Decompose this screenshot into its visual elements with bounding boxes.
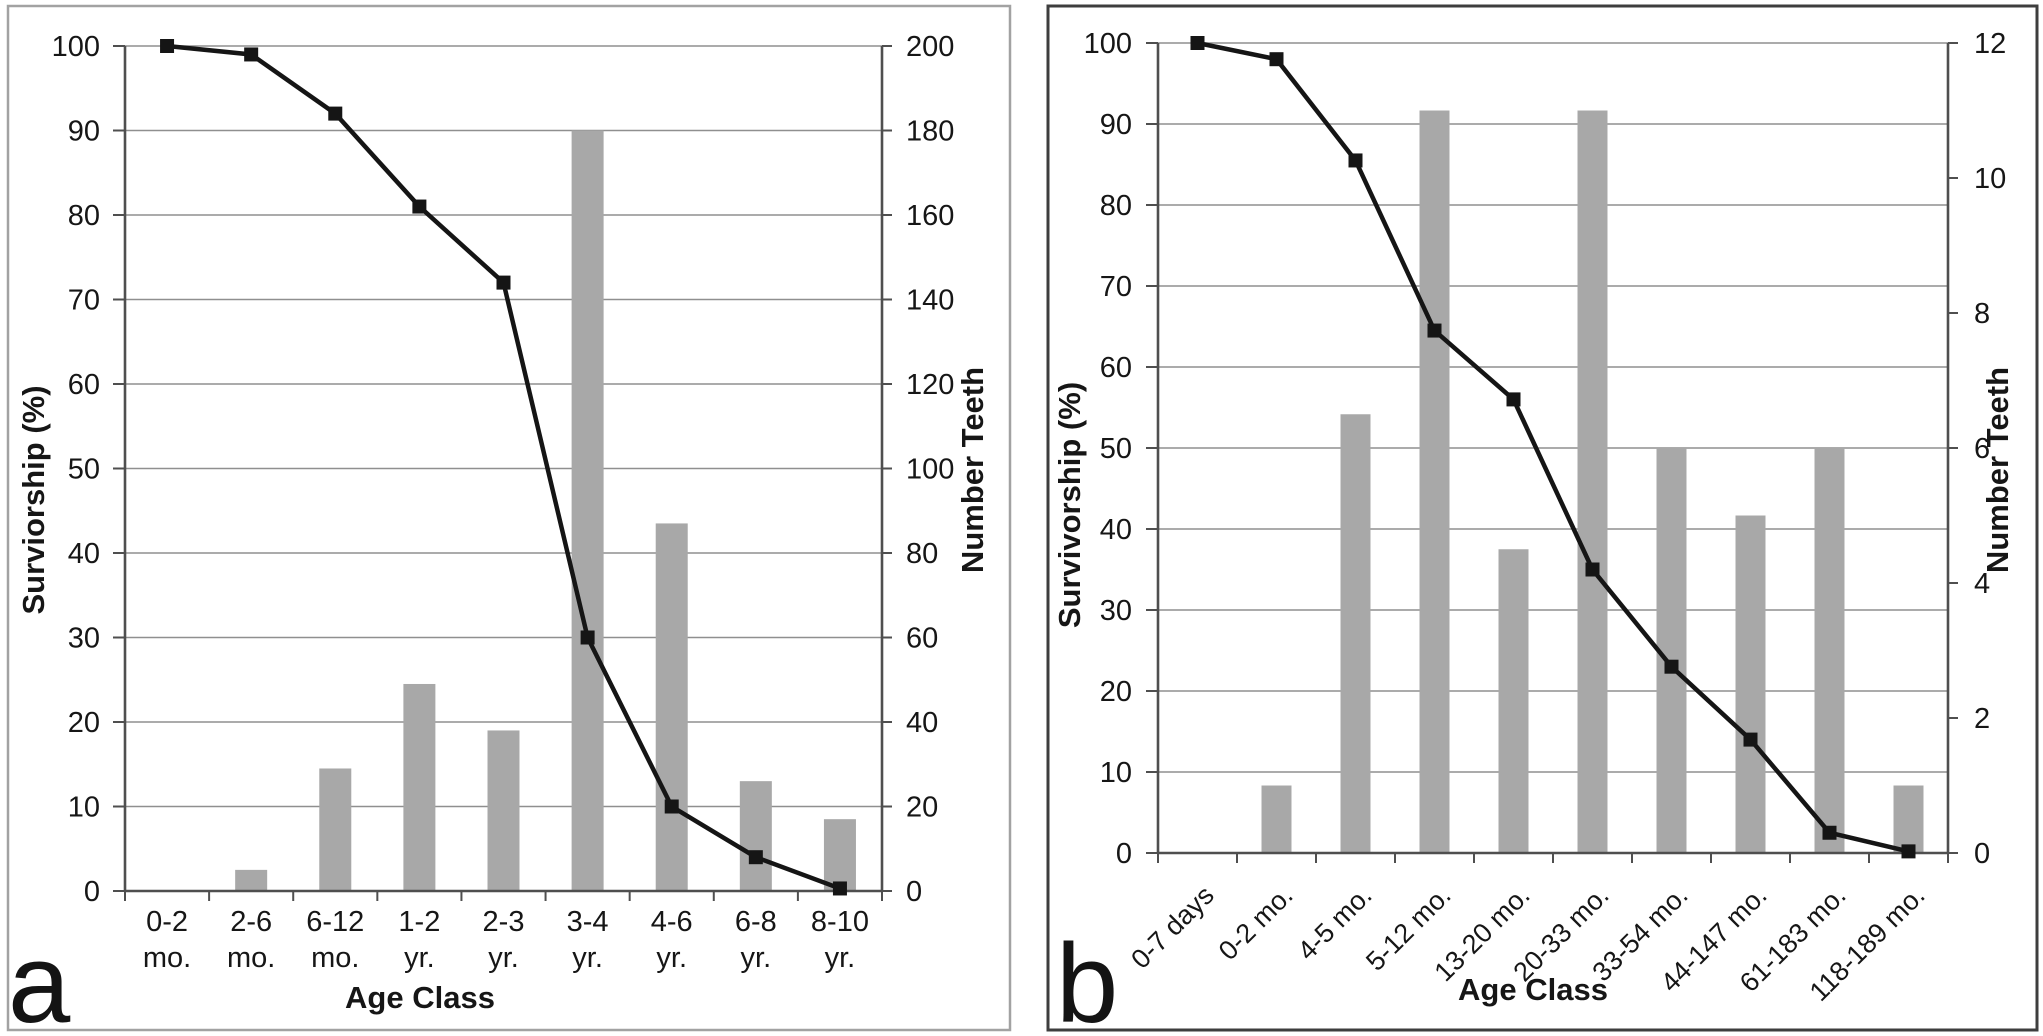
svg-text:1-2yr.: 1-2 yr. <box>398 906 440 974</box>
left-axis-tick-labels: 0 10 20 30 40 50 60 70 80 90 100 <box>1084 28 1132 870</box>
panel-a-border <box>6 4 1012 1032</box>
svg-text:0-2 mo.: 0-2 mo. <box>1213 880 1299 966</box>
svg-text:2: 2 <box>1974 703 1990 735</box>
left-axis-title: Survivorship (%) <box>1052 382 1087 628</box>
svg-text:3-4yr.: 3-4 yr. <box>567 906 609 974</box>
panel-a: 0 10 20 30 40 50 60 70 80 90 100 0 20 40 60 80 100 120 140… <box>6 4 1012 1032</box>
svg-text:120: 120 <box>906 369 954 401</box>
svg-text:2-6mo.: 2-6 mo. <box>227 906 275 974</box>
svg-text:0-7 days: 0-7 days <box>1125 880 1219 974</box>
svg-text:20: 20 <box>1100 676 1132 708</box>
svg-text:160: 160 <box>906 200 954 232</box>
svg-text:90: 90 <box>68 116 100 148</box>
svg-text:12: 12 <box>1974 28 2006 60</box>
right-axis-title: Number Teeth <box>1980 367 2015 573</box>
svg-text:0: 0 <box>1116 838 1132 870</box>
left-axis-tick-labels: 0 10 20 30 40 50 60 70 80 90 100 <box>52 31 100 908</box>
bar-2-3 yr. <box>487 730 520 891</box>
right-axis-tick-labels: 0 20 40 60 80 100 120 140 160 180 200 <box>906 31 954 908</box>
panel-b-letter: b <box>1056 921 1119 1036</box>
bar-20-33 mo. <box>1577 110 1608 853</box>
bar-44-147 mo. <box>1735 515 1766 853</box>
svg-text:140: 140 <box>906 285 954 317</box>
svg-text:100: 100 <box>906 454 954 486</box>
bar-6-12 mo. <box>319 768 352 891</box>
svg-text:60: 60 <box>1100 352 1132 384</box>
axes <box>113 45 892 901</box>
svg-text:0-2mo.: 0-2 mo. <box>143 906 191 974</box>
x-axis-title: Age Class <box>1458 972 1608 1007</box>
svg-text:4-6yr.: 4-6 yr. <box>651 906 693 974</box>
bar-118-189 mo. <box>1893 785 1924 853</box>
svg-text:6: 6 <box>1974 433 1990 465</box>
survivorship-line <box>1197 40 1910 854</box>
svg-text:40: 40 <box>68 538 100 570</box>
left-axis-title: Surviorship (%) <box>16 385 51 614</box>
svg-text:8: 8 <box>1974 298 1990 330</box>
svg-text:60: 60 <box>906 623 938 655</box>
svg-text:50: 50 <box>1100 433 1132 465</box>
bar-6-8 yr. <box>739 781 772 891</box>
right-axis-tick-labels: 0 2 4 6 8 10 12 <box>1974 28 2006 870</box>
svg-text:4: 4 <box>1974 568 1990 600</box>
svg-text:180: 180 <box>906 116 954 148</box>
svg-text:6-8yr.: 6-8 yr. <box>735 906 777 974</box>
bar-5-12 mo. <box>1419 110 1450 853</box>
svg-text:30: 30 <box>1100 595 1132 627</box>
svg-text:70: 70 <box>68 285 100 317</box>
bar-8-10 yr. <box>823 819 856 891</box>
x-axis-title: Age Class <box>345 980 495 1015</box>
x-axis-category-labels: 0-2 mo. 2-6 mo. 6-12 mo. 1-2 yr. 2-3 yr. 3-4 yr. 4-6… <box>143 906 869 974</box>
svg-text:200: 200 <box>906 31 954 63</box>
bar-4-5 mo. <box>1340 414 1371 853</box>
bar-33-54 mo. <box>1656 448 1687 853</box>
svg-text:50: 50 <box>68 454 100 486</box>
axes <box>1146 42 1958 863</box>
bar-1-2 yr. <box>403 683 436 891</box>
bar-13-20 mo. <box>1498 549 1529 853</box>
gridlines <box>125 45 882 808</box>
svg-text:100: 100 <box>52 31 100 63</box>
teeth-bars <box>1261 110 1924 853</box>
survivorship-markers <box>160 39 847 896</box>
svg-text:30: 30 <box>68 623 100 655</box>
panel-b-border <box>1046 4 2039 1032</box>
svg-text:80: 80 <box>1100 190 1132 222</box>
bar-2-6 mo. <box>235 869 268 891</box>
bar-0-2 mo. <box>1261 785 1292 853</box>
right-axis-title: Number Teeth <box>955 367 990 573</box>
svg-text:40: 40 <box>1100 514 1132 546</box>
bar-61-183 mo. <box>1814 448 1845 853</box>
panel-a-letter: a <box>8 921 71 1036</box>
svg-text:90: 90 <box>1100 109 1132 141</box>
svg-text:100: 100 <box>1084 28 1132 60</box>
svg-text:40: 40 <box>906 707 938 739</box>
svg-text:70: 70 <box>1100 271 1132 303</box>
svg-text:20: 20 <box>906 792 938 824</box>
svg-text:2-3yr.: 2-3 yr. <box>483 906 525 974</box>
svg-text:0: 0 <box>1974 838 1990 870</box>
teeth-bars <box>235 130 856 891</box>
svg-text:60: 60 <box>68 369 100 401</box>
bar-3-4 yr. <box>571 130 604 891</box>
svg-text:80: 80 <box>906 538 938 570</box>
svg-text:20: 20 <box>68 707 100 739</box>
bar-4-6 yr. <box>655 523 688 891</box>
svg-text:10: 10 <box>1974 163 2006 195</box>
svg-text:10: 10 <box>1100 757 1132 789</box>
svg-text:0: 0 <box>84 876 100 908</box>
svg-text:0: 0 <box>906 876 922 908</box>
survivorship-markers <box>1190 36 1916 859</box>
svg-text:10: 10 <box>68 792 100 824</box>
svg-text:80: 80 <box>68 200 100 232</box>
